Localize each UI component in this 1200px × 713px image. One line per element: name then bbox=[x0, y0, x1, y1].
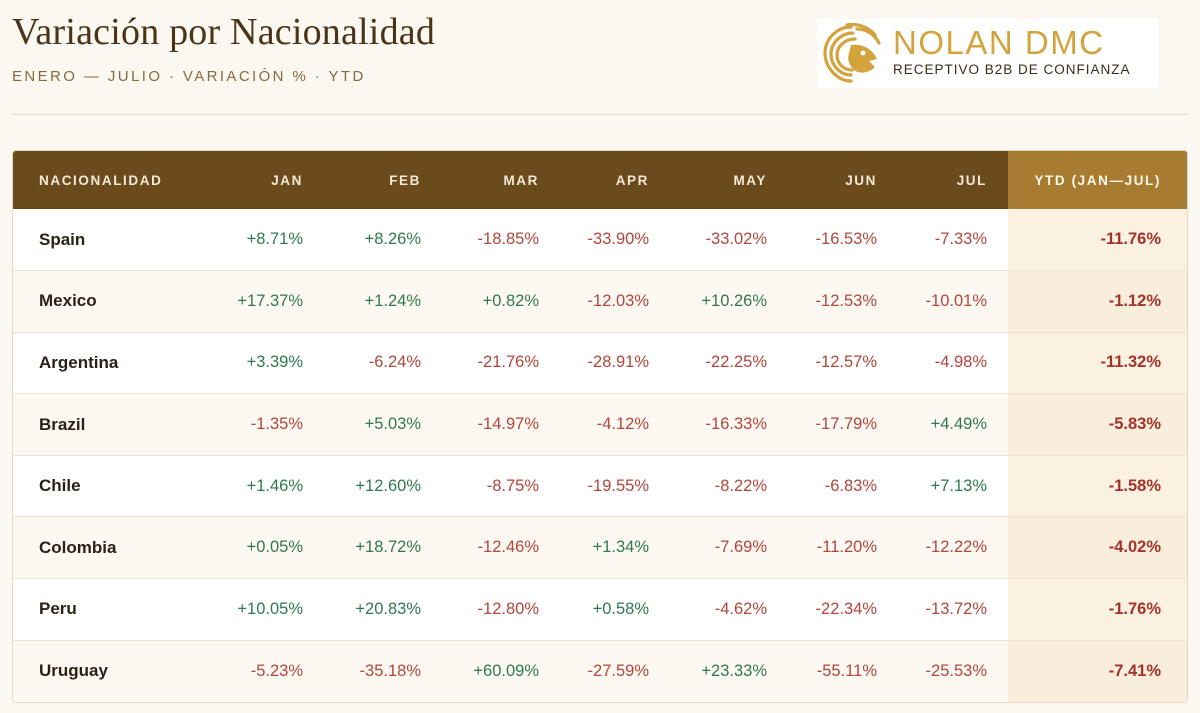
nationality-cell: Chile bbox=[39, 476, 81, 496]
month-variation-cell: -16.53% bbox=[815, 230, 877, 249]
month-variation-cell: +0.82% bbox=[482, 291, 539, 310]
month-variation-cell: +8.26% bbox=[364, 230, 421, 249]
month-variation-cell: +23.33% bbox=[701, 661, 767, 680]
month-variation-cell: +10.05% bbox=[237, 599, 303, 618]
month-variation-cell: -12.22% bbox=[925, 538, 987, 557]
company-logo: NOLAN DMC RECEPTIVO B2B DE CONFIANZA bbox=[817, 19, 1158, 88]
month-variation-cell: -22.25% bbox=[705, 353, 767, 372]
month-variation-cell: +12.60% bbox=[355, 476, 421, 495]
month-variation-cell: -12.80% bbox=[477, 599, 539, 618]
table-header-row: NACIONALIDAD JAN FEB MAR APR MAY JUN JUL… bbox=[13, 151, 1187, 209]
nationality-cell: Uruguay bbox=[39, 661, 108, 681]
table-row: Colombia +0.05% +18.72% -12.46% +1.34% -7.69%… bbox=[13, 516, 1187, 579]
table-row: Brazil -1.35% +5.03% -14.97% -4.12% -16.33% -1… bbox=[13, 393, 1187, 456]
month-variation-cell: -35.18% bbox=[359, 661, 421, 680]
header-divider bbox=[12, 114, 1188, 115]
month-variation-cell: -22.34% bbox=[815, 599, 877, 618]
ytd-variation-cell: -1.58% bbox=[1008, 455, 1187, 517]
month-variation-cell: -7.33% bbox=[934, 230, 987, 249]
month-variation-cell: -12.53% bbox=[815, 291, 877, 310]
month-variation-cell: -11.20% bbox=[816, 538, 877, 557]
month-variation-cell: -14.97% bbox=[477, 415, 539, 434]
nationality-cell: Peru bbox=[39, 599, 77, 619]
month-variation-cell: +0.58% bbox=[592, 599, 649, 618]
month-variation-cell: -16.33% bbox=[705, 415, 767, 434]
month-variation-cell: -25.53% bbox=[925, 661, 987, 680]
month-variation-cell: +18.72% bbox=[355, 538, 421, 557]
month-variation-cell: +3.39% bbox=[246, 353, 303, 372]
month-variation-cell: -19.55% bbox=[587, 476, 649, 495]
lion-head-icon bbox=[823, 22, 881, 83]
month-variation-cell: +60.09% bbox=[473, 661, 539, 680]
month-variation-cell: -1.35% bbox=[250, 415, 303, 434]
month-variation-cell: +10.26% bbox=[701, 291, 767, 310]
table-row: Mexico +17.37% +1.24% +0.82% -12.03% +10.26% -… bbox=[13, 270, 1187, 333]
month-variation-cell: -33.90% bbox=[587, 230, 649, 249]
month-variation-cell: -27.59% bbox=[587, 661, 649, 680]
column-header-jul: JUL bbox=[956, 172, 987, 188]
month-variation-cell: +7.13% bbox=[930, 476, 987, 495]
column-header-mar: MAR bbox=[503, 172, 539, 188]
nationality-cell: Spain bbox=[39, 229, 86, 249]
ytd-variation-cell: -1.12% bbox=[1008, 270, 1187, 333]
month-variation-cell: -8.22% bbox=[714, 476, 767, 495]
table-row: Peru +10.05% +20.83% -12.80% +0.58% -4.62% -22… bbox=[13, 578, 1187, 641]
column-header-apr: APR bbox=[615, 172, 649, 188]
ytd-variation-cell: -1.76% bbox=[1008, 578, 1187, 641]
month-variation-cell: -5.23% bbox=[250, 661, 303, 680]
nationality-variation-table: NACIONALIDAD JAN FEB MAR APR MAY JUN JUL… bbox=[12, 150, 1188, 703]
month-variation-cell: -10.01% bbox=[925, 291, 987, 310]
column-header-jan: JAN bbox=[271, 172, 303, 188]
month-variation-cell: -18.85% bbox=[477, 230, 539, 249]
nationality-cell: Argentina bbox=[39, 352, 119, 372]
logo-name: NOLAN DMC bbox=[893, 24, 1105, 61]
month-variation-cell: -21.76% bbox=[477, 353, 539, 372]
month-variation-cell: -6.24% bbox=[368, 353, 421, 372]
month-variation-cell: -55.11% bbox=[816, 661, 877, 680]
month-variation-cell: +1.24% bbox=[364, 291, 421, 310]
table-row: Chile +1.46% +12.60% -8.75% -19.55% -8.22% -6.… bbox=[13, 455, 1187, 517]
month-variation-cell: -12.03% bbox=[587, 291, 649, 310]
month-variation-cell: -4.12% bbox=[596, 415, 649, 434]
page-subtitle: ENERO — JULIO · VARIACIÓN % · YTD bbox=[12, 68, 366, 85]
ytd-variation-cell: -7.41% bbox=[1008, 640, 1187, 702]
month-variation-cell: +8.71% bbox=[246, 230, 303, 249]
column-header-nationality: NACIONALIDAD bbox=[39, 172, 163, 188]
month-variation-cell: -8.75% bbox=[486, 476, 539, 495]
month-variation-cell: -7.69% bbox=[714, 538, 767, 557]
month-variation-cell: +17.37% bbox=[237, 291, 303, 310]
month-variation-cell: -12.57% bbox=[815, 353, 877, 372]
column-header-feb: FEB bbox=[389, 172, 421, 188]
table-row: Uruguay -5.23% -35.18% +60.09% -27.59% +23.33… bbox=[13, 640, 1187, 702]
month-variation-cell: -4.62% bbox=[714, 599, 767, 618]
nationality-cell: Brazil bbox=[39, 414, 86, 434]
column-header-ytd: YTD (JAN—JUL) bbox=[1008, 151, 1187, 209]
month-variation-cell: -33.02% bbox=[705, 230, 767, 249]
month-variation-cell: -28.91% bbox=[587, 353, 649, 372]
ytd-variation-cell: -11.76% bbox=[1008, 209, 1187, 271]
month-variation-cell: +1.46% bbox=[246, 476, 303, 495]
ytd-variation-cell: -4.02% bbox=[1008, 516, 1187, 579]
month-variation-cell: +4.49% bbox=[930, 415, 987, 434]
month-variation-cell: -17.79% bbox=[815, 415, 877, 434]
ytd-variation-cell: -11.32% bbox=[1008, 332, 1187, 394]
month-variation-cell: +20.83% bbox=[355, 599, 421, 618]
month-variation-cell: +5.03% bbox=[364, 415, 421, 434]
column-header-jun: JUN bbox=[845, 172, 877, 188]
month-variation-cell: -6.83% bbox=[824, 476, 877, 495]
nationality-cell: Mexico bbox=[39, 291, 97, 311]
logo-tagline: RECEPTIVO B2B DE CONFIANZA bbox=[893, 62, 1131, 77]
table-row: Spain +8.71% +8.26% -18.85% -33.90% -33.02% -1… bbox=[13, 209, 1187, 271]
page-title: Variación por Nacionalidad bbox=[12, 11, 436, 53]
month-variation-cell: -13.72% bbox=[925, 599, 987, 618]
nationality-cell: Colombia bbox=[39, 537, 117, 557]
month-variation-cell: -4.98% bbox=[934, 353, 987, 372]
month-variation-cell: +0.05% bbox=[246, 538, 303, 557]
table-row: Argentina +3.39% -6.24% -21.76% -28.91% -22.2… bbox=[13, 332, 1187, 394]
month-variation-cell: +1.34% bbox=[592, 538, 649, 557]
month-variation-cell: -12.46% bbox=[477, 538, 539, 557]
ytd-variation-cell: -5.83% bbox=[1008, 393, 1187, 456]
column-header-may: MAY bbox=[733, 172, 767, 188]
